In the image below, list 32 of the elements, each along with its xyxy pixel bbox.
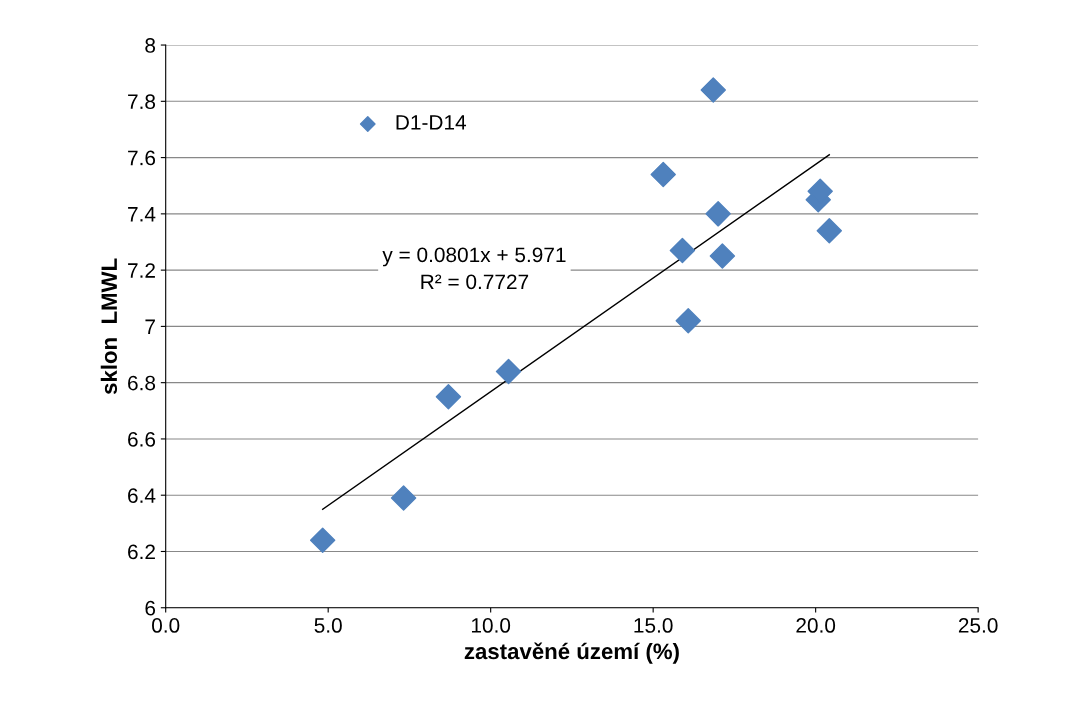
y-tick-label: 6.6 — [128, 431, 156, 447]
point — [669, 237, 696, 264]
y-tick-label: 8 — [145, 38, 156, 53]
y-tick-label: 6 — [145, 600, 156, 616]
y-axis-title: sklon LMWL — [100, 258, 118, 395]
y-tick-label: 6.8 — [128, 375, 156, 391]
point — [705, 201, 731, 227]
point — [390, 485, 417, 511]
y-tick-label: 7 — [145, 319, 155, 334]
x-tick-label: 25.0 — [958, 618, 998, 633]
point — [435, 384, 462, 410]
point — [709, 243, 736, 269]
x-axis-title: zastavěné území (%) — [464, 642, 679, 664]
point — [495, 358, 522, 385]
y-tick-label: 7.2 — [128, 263, 155, 278]
annotation: y = 0.0801x + 5.971 R² = 0.7727 — [382, 247, 566, 290]
point — [650, 161, 676, 188]
point — [675, 308, 701, 334]
x-tick-label: 5.0 — [314, 618, 342, 633]
x-tick-label: 10.0 — [471, 618, 511, 633]
point — [700, 77, 727, 103]
x-tick-label: 0.0 — [152, 618, 180, 633]
x-tick-label: 15.0 — [634, 618, 673, 633]
x-tick-label: 20.0 — [796, 618, 836, 633]
y-tick-label: 7.6 — [128, 150, 156, 166]
y-tick-label: 6.4 — [128, 488, 156, 503]
y-tick-label: 7.4 — [128, 207, 156, 222]
y-tick-label: 6.2 — [128, 544, 155, 560]
legend-label: D1-D14 — [396, 115, 467, 130]
point — [816, 218, 843, 244]
y-tick-label: 7.8 — [128, 94, 156, 110]
point — [309, 527, 336, 553]
